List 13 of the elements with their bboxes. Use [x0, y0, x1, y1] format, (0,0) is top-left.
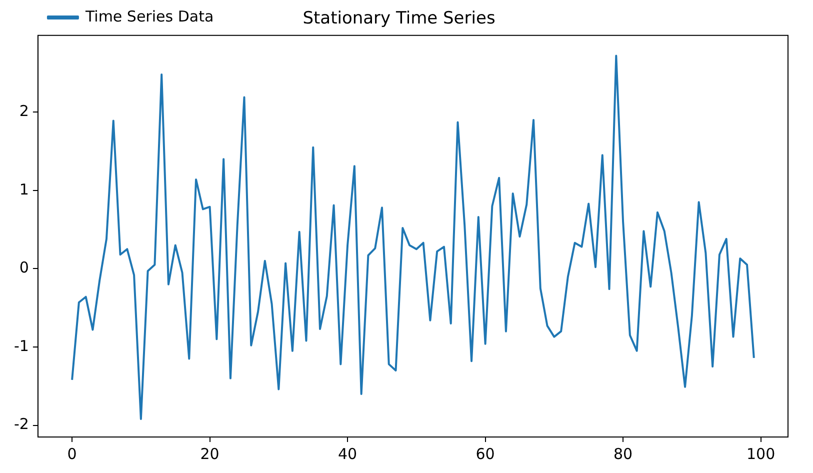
x-tick-label: 40: [338, 444, 358, 463]
y-tick-label: -2: [14, 415, 29, 434]
y-tick-label: 0: [19, 258, 29, 277]
y-tick-label: 2: [19, 102, 29, 120]
x-tick-label: 80: [614, 444, 633, 463]
chart-title: Stationary Time Series: [302, 8, 496, 29]
x-tick-label: 20: [200, 444, 220, 463]
x-tick-label: 60: [476, 444, 495, 463]
x-tick-label: 100: [746, 444, 776, 463]
x-tick-label: 0: [67, 444, 77, 463]
y-tick-label: -1: [14, 336, 29, 355]
legend-label: Time Series Data: [84, 7, 214, 26]
y-tick-label: 1: [19, 180, 29, 198]
